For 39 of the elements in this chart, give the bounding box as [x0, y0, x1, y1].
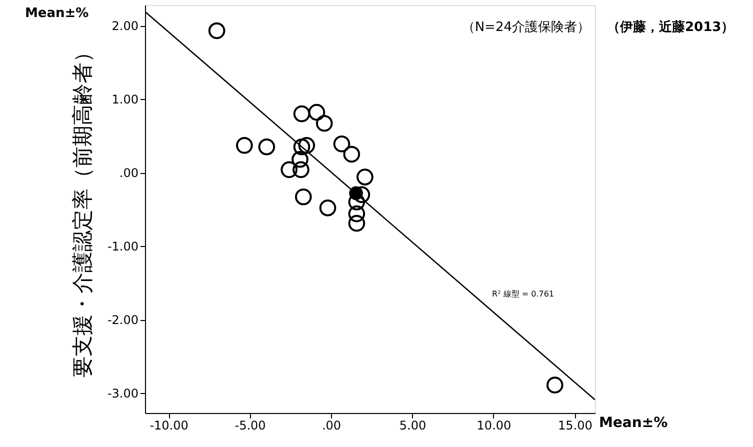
point — [280, 161, 298, 178]
point — [294, 188, 312, 206]
point — [258, 138, 276, 156]
text: Mean±% — [25, 6, 89, 21]
x-tick-label: -5.00 — [234, 418, 266, 432]
y-tick-label: -3.00 — [107, 386, 138, 401]
text: （伊藤，近藤2013） — [607, 19, 734, 35]
point — [353, 186, 370, 204]
point — [298, 137, 316, 154]
annotation: （N=24介護保険者） — [462, 20, 590, 35]
y-tick-label: 2.00 — [112, 19, 138, 34]
point — [236, 137, 253, 154]
point — [546, 376, 564, 394]
point — [348, 205, 366, 222]
point — [348, 194, 366, 210]
point — [293, 105, 310, 122]
x-tick-label: 10.00 — [476, 418, 512, 432]
point — [292, 161, 310, 178]
point — [208, 22, 226, 40]
y-tick-label: -1.00 — [107, 240, 138, 254]
point — [348, 214, 366, 232]
y-tick-label: -2.00 — [107, 313, 138, 328]
x-tick-label: 5.00 — [399, 418, 426, 432]
x-tick-label: -10.00 — [150, 418, 188, 432]
y-tick-label: .00 — [119, 166, 138, 180]
point — [319, 199, 336, 216]
y-axis-title: 要支援・介護認定率（前期高齢者） — [70, 42, 94, 378]
x-tick-label: .00 — [322, 418, 342, 432]
point — [308, 104, 326, 121]
annotation: R² 線型 = 0.761 — [492, 290, 554, 299]
point — [292, 150, 308, 168]
point — [333, 136, 350, 152]
x-tick-label: 15.00 — [558, 418, 592, 432]
point — [316, 114, 333, 132]
x-axis-title: Mean±% — [599, 415, 668, 431]
point — [343, 146, 360, 163]
point — [356, 168, 374, 186]
point — [293, 138, 310, 156]
y-tick-label: 1.00 — [112, 92, 138, 107]
